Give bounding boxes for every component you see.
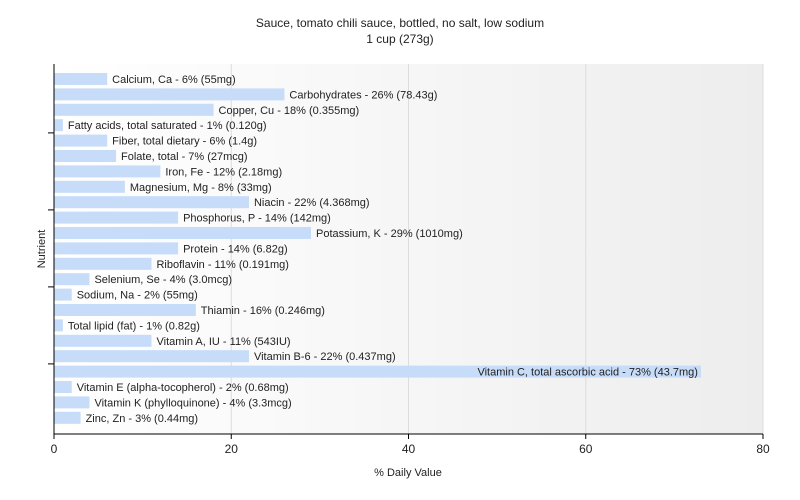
x-tick-label: 80 (756, 442, 770, 456)
bar-label: Phosphorus, P - 14% (142mg) (183, 213, 331, 225)
bar (54, 73, 108, 85)
bar-label: Fiber, total dietary - 6% (1.4g) (112, 136, 257, 148)
bar-label: Selenium, Se - 4% (3.0mcg) (94, 274, 232, 286)
chart-title-block: Sauce, tomato chili sauce, bottled, no s… (0, 15, 800, 47)
bar-label: Total lipid (fat) - 1% (0.82g) (68, 320, 200, 332)
bar (54, 273, 90, 286)
bar-label: Riboflavin - 11% (0.191mg) (156, 259, 288, 271)
bar (54, 334, 152, 347)
bar (54, 242, 179, 255)
x-tick-label: 20 (225, 442, 239, 456)
axes: 0 20 40 60 80 (48, 64, 770, 456)
bar-label: Niacin - 22% (4.368mg) (254, 197, 370, 209)
bar (54, 180, 125, 193)
bar-label: Protein - 14% (6.82g) (183, 243, 288, 255)
bar (54, 365, 701, 378)
bar (54, 304, 196, 316)
bar-label: Calcium, Ca - 6% (55mg) (112, 74, 235, 86)
bar-label: Fatty acids, total saturated - 1% (0.120… (68, 120, 267, 132)
bar-label: Copper, Cu - 18% (0.355mg) (219, 105, 360, 117)
bar (54, 227, 312, 239)
bar (54, 350, 249, 363)
bar-label: Vitamin B-6 - 22% (0.437mg) (254, 351, 396, 363)
bar-label: Iron, Fe - 12% (2.18mg) (165, 166, 282, 178)
chart-title: Sauce, tomato chili sauce, bottled, no s… (255, 16, 545, 30)
bar (54, 165, 161, 178)
bar-label: Carbohydrates - 26% (78.43g) (289, 89, 437, 101)
x-tick-label: 60 (579, 442, 593, 456)
bar (54, 196, 249, 209)
bars (54, 73, 701, 424)
bar (54, 396, 90, 409)
bar-label: Vitamin E (alpha-tocopherol) - 2% (0.68m… (77, 382, 289, 394)
bar-label: Vitamin K (phylloquinone) - 4% (3.3mcg) (94, 397, 291, 409)
bar-label: Potassium, K - 29% (1010mg) (316, 228, 463, 240)
bar-label: Vitamin A, IU - 11% (543IU) (156, 336, 290, 348)
bar-label: Folate, total - 7% (27mcg) (121, 151, 248, 163)
bar (54, 211, 179, 224)
bar (54, 381, 72, 393)
bar-label: Thiamin - 16% (0.246mg) (201, 305, 325, 317)
x-tick-label: 40 (402, 442, 416, 456)
bar (54, 88, 285, 101)
bar (54, 411, 81, 424)
bar-label: Zinc, Zn - 3% (0.44mg) (86, 413, 198, 425)
bar (54, 134, 108, 147)
bar (54, 150, 117, 162)
bar-label: Magnesium, Mg - 8% (33mg) (130, 182, 272, 194)
bar-label: Vitamin C, total ascorbic acid - 73% (43… (477, 367, 698, 379)
bar (54, 257, 152, 270)
bar-label: Sodium, Na - 2% (55mg) (77, 290, 198, 302)
bar (54, 319, 63, 332)
bar (54, 103, 214, 116)
bar (54, 119, 63, 132)
x-tick-label: 0 (51, 442, 58, 456)
bar (54, 288, 72, 301)
bar-labels: Calcium, Ca - 6% (55mg) Carbohydrates - 2… (68, 74, 698, 425)
chart-subtitle: 1 cup (273g) (366, 32, 434, 46)
x-axis-title: % Daily Value (374, 467, 442, 479)
y-axis-title: Nutrient (36, 230, 48, 269)
